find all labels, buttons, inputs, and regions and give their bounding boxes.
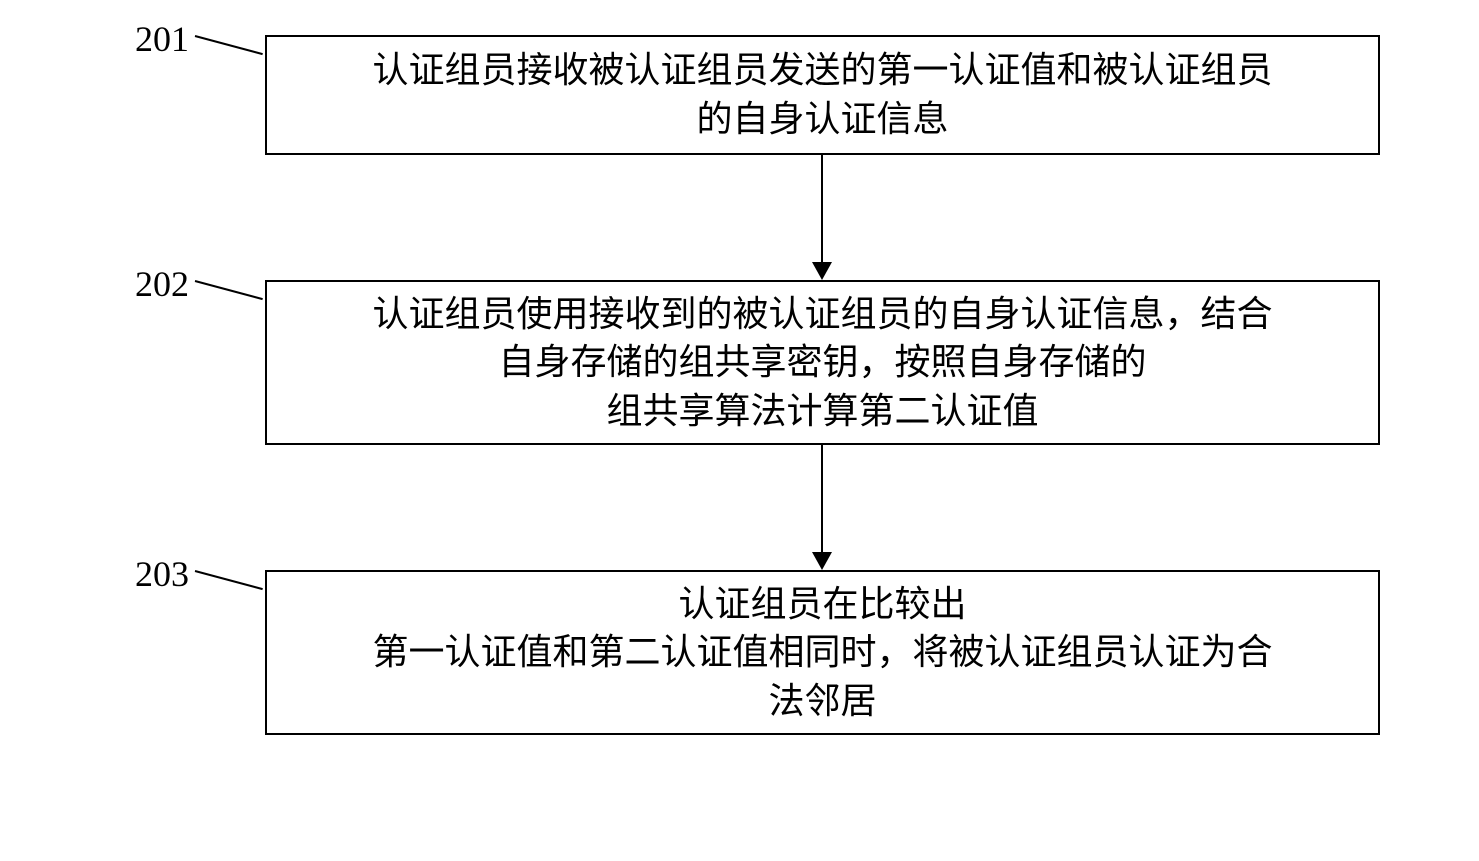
step-label-203-text: 203 xyxy=(135,554,189,594)
step-label-201-text: 201 xyxy=(135,19,189,59)
step-label-203: 203 xyxy=(135,553,189,595)
step-202-line-1: 认证组员使用接收到的被认证组员的自身认证信息，结合 xyxy=(372,294,1272,334)
step-box-201: 认证组员接收被认证组员发送的第一认证值和被认证组员 的自身认证信息 xyxy=(265,35,1380,155)
flowchart-diagram: 201 认证组员接收被认证组员发送的第一认证值和被认证组员 的自身认证信息 20… xyxy=(0,0,1479,861)
step-label-201: 201 xyxy=(135,18,189,60)
connector-203 xyxy=(195,570,263,590)
step-label-202-text: 202 xyxy=(135,264,189,304)
arrow-head-201-to-202 xyxy=(812,262,832,280)
step-text-202: 认证组员使用接收到的被认证组员的自身认证信息，结合 自身存储的组共享密钥，按照自… xyxy=(372,290,1272,436)
step-203-line-1: 认证组员在比较出 xyxy=(678,584,966,624)
step-box-203: 认证组员在比较出 第一认证值和第二认证值相同时，将被认证组员认证为合 法邻居 xyxy=(265,570,1380,735)
arrow-head-202-to-203 xyxy=(812,552,832,570)
step-201-line-2: 的自身认证信息 xyxy=(696,99,948,139)
step-text-201: 认证组员接收被认证组员发送的第一认证值和被认证组员 的自身认证信息 xyxy=(372,46,1272,143)
step-202-line-2: 自身存储的组共享密钥，按照自身存储的 xyxy=(498,342,1146,382)
step-201-line-1: 认证组员接收被认证组员发送的第一认证值和被认证组员 xyxy=(372,50,1272,90)
connector-201 xyxy=(195,35,263,55)
step-box-202: 认证组员使用接收到的被认证组员的自身认证信息，结合 自身存储的组共享密钥，按照自… xyxy=(265,280,1380,445)
arrow-202-to-203 xyxy=(821,445,823,552)
step-text-203: 认证组员在比较出 第一认证值和第二认证值相同时，将被认证组员认证为合 法邻居 xyxy=(372,580,1272,726)
arrow-201-to-202 xyxy=(821,155,823,262)
step-label-202: 202 xyxy=(135,263,189,305)
step-202-line-3: 组共享算法计算第二认证值 xyxy=(606,391,1038,431)
connector-202 xyxy=(195,280,263,300)
step-203-line-2: 第一认证值和第二认证值相同时，将被认证组员认证为合 xyxy=(372,632,1272,672)
step-203-line-3: 法邻居 xyxy=(768,681,876,721)
